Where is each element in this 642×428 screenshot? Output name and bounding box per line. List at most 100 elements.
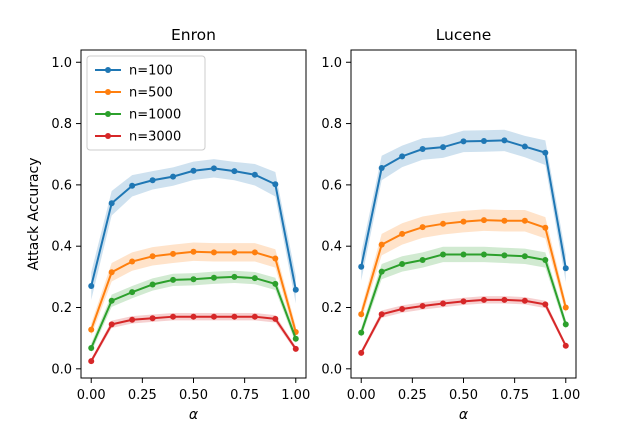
data-point (501, 217, 508, 224)
data-point (210, 313, 217, 320)
data-point (399, 153, 406, 160)
data-point (521, 217, 528, 224)
data-point (231, 313, 238, 320)
x-axis-label: α (459, 407, 469, 423)
data-point (108, 269, 115, 276)
data-point (129, 258, 136, 265)
data-point (460, 138, 467, 145)
data-point (292, 286, 299, 293)
data-point (521, 253, 528, 260)
y-tick-label: 0.0 (51, 362, 72, 377)
data-point (210, 249, 217, 256)
data-point (399, 306, 406, 313)
data-point (399, 260, 406, 267)
data-point (190, 248, 197, 255)
data-point (108, 321, 115, 328)
y-tick-label: 0.0 (321, 362, 342, 377)
data-point (521, 297, 528, 304)
y-tick-label: 0.8 (321, 117, 342, 132)
data-point (251, 275, 258, 282)
legend-marker (105, 89, 111, 95)
data-point (542, 224, 549, 231)
data-point (378, 165, 385, 172)
x-tick-label: 0.00 (77, 388, 106, 403)
data-point (501, 252, 508, 259)
data-point (419, 256, 426, 263)
data-point (170, 313, 177, 320)
data-point (190, 313, 197, 320)
data-point (562, 304, 569, 311)
series-line (90, 275, 297, 349)
data-point (358, 263, 365, 270)
data-point (542, 301, 549, 308)
data-point (231, 168, 238, 175)
legend-label: n=100 (129, 64, 173, 79)
data-point (562, 342, 569, 349)
data-point (358, 311, 365, 318)
x-tick-label: 0.25 (398, 388, 427, 403)
data-point (88, 326, 95, 333)
data-point (480, 138, 487, 145)
data-point (480, 217, 487, 224)
data-point (419, 146, 426, 153)
confidence-band (361, 246, 566, 338)
data-point (251, 313, 258, 320)
confidence-band (91, 159, 296, 304)
x-tick-label: 1.00 (551, 388, 580, 403)
data-point (170, 173, 177, 180)
confidence-band (91, 242, 296, 339)
data-point (88, 358, 95, 365)
x-tick-label: 0.75 (230, 388, 259, 403)
data-point (251, 249, 258, 256)
data-point (542, 256, 549, 263)
y-tick-label: 0.4 (321, 240, 342, 255)
legend-box (86, 55, 206, 151)
data-point (231, 249, 238, 256)
data-point (149, 315, 156, 322)
y-tick-label: 0.2 (321, 301, 342, 316)
x-tick-label: 0.50 (449, 388, 478, 403)
data-point (501, 296, 508, 303)
data-point (251, 171, 258, 178)
data-point (440, 300, 447, 307)
y-tick-label: 1.0 (51, 56, 72, 71)
data-point (440, 251, 447, 258)
data-point (480, 251, 487, 258)
data-point (272, 255, 279, 262)
y-axis-label: Attack Accuracy (26, 157, 42, 270)
data-point (562, 265, 569, 272)
data-point (440, 144, 447, 151)
data-point (149, 253, 156, 260)
data-point (272, 315, 279, 322)
y-tick-label: 0.8 (51, 117, 72, 132)
data-point (480, 296, 487, 303)
y-tick-label: 1.0 (321, 56, 342, 71)
data-point (542, 149, 549, 156)
data-point (149, 177, 156, 184)
legend-label: n=1000 (129, 108, 181, 123)
legend: n=100 n=500 n=1000 n=3000 (86, 55, 206, 151)
x-tick-label: 0.00 (347, 388, 376, 403)
data-point (88, 283, 95, 290)
legend-marker (105, 111, 111, 117)
data-point (378, 268, 385, 275)
data-point (399, 230, 406, 237)
data-point (149, 281, 156, 288)
data-point (292, 335, 299, 342)
data-point (210, 165, 217, 172)
data-point (190, 276, 197, 283)
panel-title: Enron (171, 26, 216, 44)
data-point (521, 143, 528, 150)
data-point (460, 218, 467, 225)
y-tick-label: 0.2 (51, 301, 72, 316)
data-point (501, 137, 508, 144)
x-tick-label: 0.25 (128, 388, 157, 403)
data-point (460, 251, 467, 258)
confidence-band (361, 296, 566, 356)
data-point (419, 224, 426, 231)
data-point (170, 250, 177, 257)
data-point (231, 273, 238, 280)
legend-label: n=500 (129, 86, 173, 101)
data-point (460, 298, 467, 305)
